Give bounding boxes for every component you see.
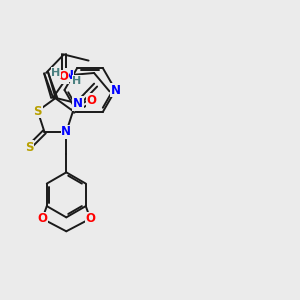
Text: N: N bbox=[110, 83, 121, 97]
Text: H: H bbox=[73, 76, 82, 85]
Text: O: O bbox=[37, 212, 47, 225]
Text: O: O bbox=[59, 70, 69, 83]
Text: O: O bbox=[86, 94, 96, 107]
Text: O: O bbox=[85, 212, 95, 225]
Text: N: N bbox=[73, 97, 83, 110]
Text: N: N bbox=[64, 69, 74, 82]
Text: N: N bbox=[61, 125, 71, 138]
Text: H: H bbox=[51, 68, 60, 78]
Text: S: S bbox=[33, 105, 42, 118]
Text: S: S bbox=[25, 141, 33, 154]
